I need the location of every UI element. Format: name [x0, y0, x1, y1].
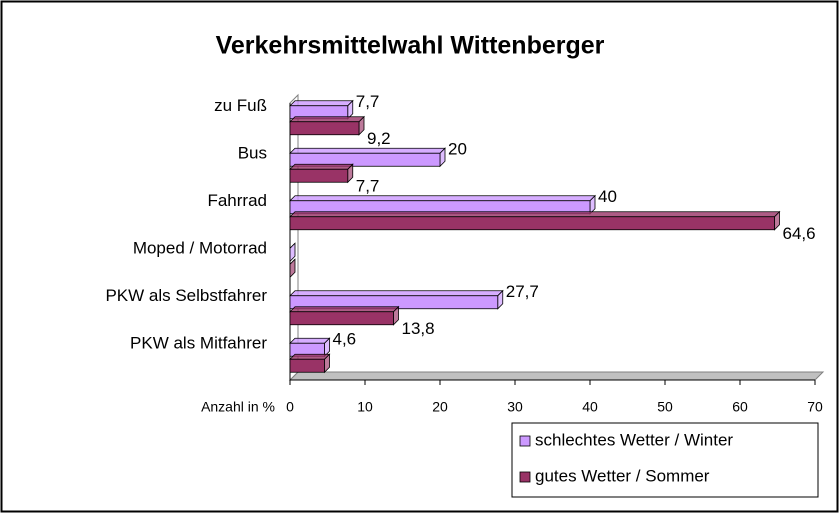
x-tick-label: 0: [286, 399, 294, 415]
bar-face: [289, 306, 400, 313]
bar-face: [289, 163, 354, 170]
bar: [289, 242, 296, 263]
y-tick-label: PKW als Selbstfahrer: [105, 286, 267, 305]
data-label: 7,7: [356, 92, 380, 111]
bar: [289, 115, 365, 136]
bar-face: [289, 147, 446, 154]
bar: [289, 337, 331, 358]
y-tick-label: Moped / Motorrad: [133, 239, 267, 258]
legend-label: gutes Wetter / Sommer: [535, 466, 710, 485]
x-tick-label: 60: [732, 399, 748, 415]
x-tick-label: 70: [807, 399, 823, 415]
data-label: 20: [448, 140, 467, 159]
legend-swatch: [519, 435, 531, 447]
chart-title: Verkehrsmittelwahl Wittenberger: [216, 32, 605, 60]
bar-face: [289, 242, 296, 263]
data-label: 27,7: [506, 282, 539, 301]
bar-face: [289, 337, 331, 344]
bar-face: [289, 211, 781, 218]
bar-face: [289, 100, 354, 107]
bar-face: [289, 195, 596, 202]
bar-face: [289, 152, 441, 167]
bar: [289, 353, 331, 374]
bar: [289, 147, 446, 168]
x-axis-label: Anzahl in %: [201, 399, 275, 415]
bar: [289, 99, 354, 120]
bar-face: [289, 353, 331, 360]
bar: [289, 258, 296, 279]
bar: [289, 289, 504, 310]
data-label: 9,2: [367, 129, 391, 148]
bar: [289, 305, 400, 326]
y-tick-label: PKW als Mitfahrer: [130, 334, 267, 353]
bar: [289, 210, 781, 231]
legend-label: schlechtes Wetter / Winter: [535, 430, 733, 449]
y-tick-label: zu Fuß: [214, 96, 267, 115]
legend-swatch: [519, 471, 531, 483]
x-tick-label: 30: [507, 399, 523, 415]
data-label: 40: [598, 187, 617, 206]
data-label: 7,7: [356, 177, 380, 196]
bar: [289, 163, 354, 184]
bar-face: [289, 116, 365, 123]
bar-face: [289, 290, 504, 297]
legend: [511, 422, 819, 498]
bar-face: [289, 168, 349, 183]
bar-face: [289, 121, 360, 136]
y-tick-label: Bus: [238, 144, 267, 163]
bar-face: [289, 311, 394, 326]
side-wall: [289, 93, 299, 382]
floor: [288, 371, 825, 381]
bar: [289, 194, 596, 215]
data-label: 4,6: [333, 330, 357, 349]
data-label: 13,8: [402, 319, 435, 338]
x-tick-label: 10: [357, 399, 373, 415]
bar-face: [289, 216, 775, 231]
data-label: 64,6: [783, 224, 816, 243]
x-tick-label: 40: [582, 399, 598, 415]
x-tick-label: 50: [657, 399, 673, 415]
bar-face: [289, 358, 325, 373]
y-tick-label: Fahrrad: [207, 191, 267, 210]
x-tick-label: 20: [432, 399, 448, 415]
bar-face: [289, 258, 296, 279]
